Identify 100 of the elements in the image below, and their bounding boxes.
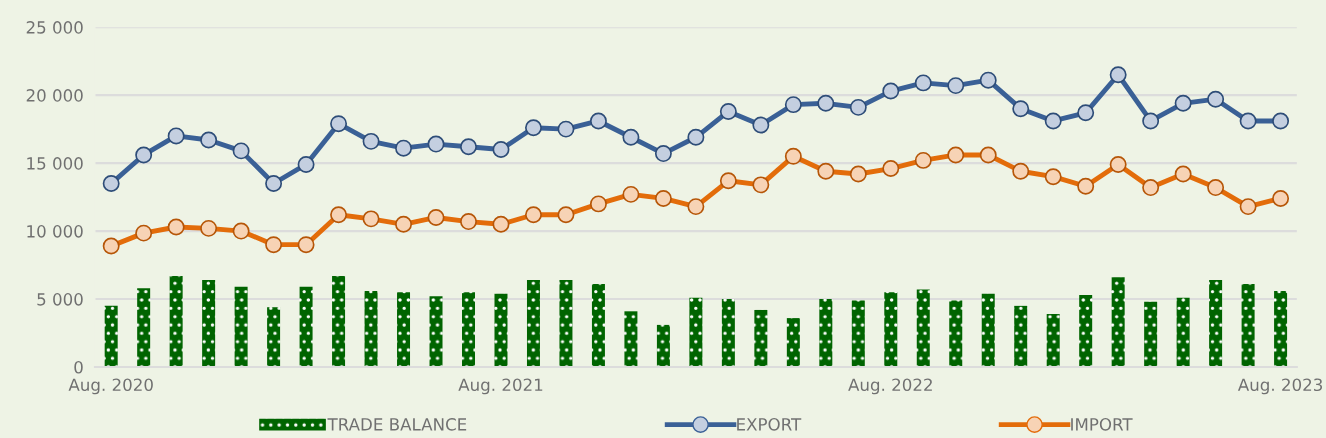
point	[687, 128, 705, 146]
bar	[754, 309, 768, 368]
point	[979, 71, 997, 89]
point	[914, 74, 932, 92]
bar	[1274, 290, 1288, 368]
point	[395, 215, 413, 233]
point	[589, 112, 607, 130]
point	[135, 146, 153, 164]
point	[102, 237, 120, 255]
x-tick-label: Aug. 2021	[458, 378, 543, 395]
y-tick-label: 10 000	[27, 225, 83, 238]
point	[167, 218, 185, 236]
point	[882, 160, 900, 178]
bar	[1241, 284, 1255, 368]
point	[1207, 179, 1225, 197]
bar	[526, 280, 540, 368]
point	[947, 146, 965, 164]
point	[1174, 165, 1192, 183]
bar	[1046, 314, 1060, 368]
bar	[1176, 297, 1190, 368]
point	[947, 77, 965, 95]
point	[752, 116, 770, 134]
point	[362, 210, 380, 228]
point	[1044, 112, 1062, 130]
point	[524, 119, 542, 137]
bar	[1079, 294, 1093, 368]
point	[265, 175, 283, 192]
point	[654, 189, 672, 207]
bar	[591, 284, 605, 368]
point	[395, 139, 413, 157]
point	[297, 236, 315, 254]
point	[557, 120, 575, 138]
point	[784, 96, 802, 114]
bar	[397, 292, 411, 368]
bar	[916, 289, 930, 368]
point	[784, 147, 802, 165]
point	[1272, 189, 1290, 207]
point	[232, 142, 250, 160]
point	[719, 102, 737, 120]
point	[1077, 177, 1095, 195]
point	[1044, 168, 1062, 186]
bar	[267, 307, 281, 368]
point	[882, 82, 900, 100]
bar	[884, 292, 898, 368]
bar	[689, 297, 703, 368]
x-tick-label: Aug. 2023	[1237, 378, 1323, 395]
bar	[234, 286, 248, 368]
point	[460, 138, 477, 156]
bar	[1014, 305, 1028, 368]
point	[232, 222, 250, 240]
point	[1077, 104, 1095, 122]
point	[849, 98, 867, 116]
bar	[981, 293, 995, 368]
point	[167, 127, 185, 145]
point	[427, 135, 445, 153]
point	[1207, 90, 1225, 108]
bar	[202, 280, 216, 368]
point	[1174, 94, 1192, 112]
point	[297, 155, 315, 173]
bar	[624, 311, 638, 368]
point	[719, 172, 737, 190]
point	[1142, 112, 1160, 130]
bar	[1144, 301, 1158, 368]
bar	[949, 300, 963, 368]
point	[427, 209, 445, 226]
point	[622, 185, 640, 203]
bar	[559, 280, 573, 368]
point	[362, 132, 380, 150]
point	[492, 215, 510, 233]
bar	[364, 290, 378, 368]
point	[1012, 100, 1030, 118]
point	[687, 198, 705, 216]
point	[1272, 112, 1290, 130]
point	[914, 151, 932, 169]
point	[817, 94, 835, 112]
bar	[494, 293, 508, 368]
point	[557, 206, 575, 224]
bar	[169, 275, 183, 368]
bar	[721, 299, 735, 368]
bar	[462, 292, 475, 368]
legend-label: IMPORT	[1071, 418, 1133, 431]
point	[1109, 66, 1127, 84]
bar	[786, 318, 800, 368]
point	[200, 131, 218, 149]
bar	[104, 305, 118, 368]
bar	[299, 286, 313, 368]
legend-label: TRADE BALANCE	[327, 418, 467, 431]
point	[654, 145, 672, 163]
y-tick-label: 20 000	[26, 89, 83, 102]
point	[817, 162, 835, 180]
bar	[1209, 280, 1223, 368]
point	[330, 206, 348, 224]
bar	[429, 296, 443, 368]
point	[1142, 179, 1160, 197]
point	[752, 176, 770, 194]
point	[492, 141, 510, 158]
bar	[1111, 277, 1125, 368]
point	[1239, 112, 1257, 130]
point	[200, 219, 218, 237]
point	[524, 206, 542, 224]
